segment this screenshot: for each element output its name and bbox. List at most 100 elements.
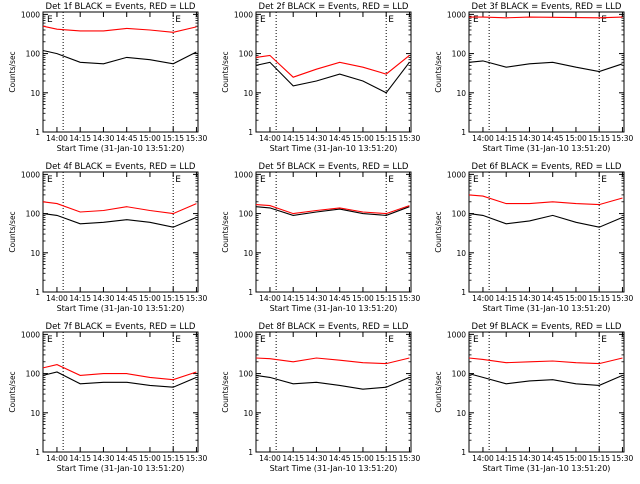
y-axis-label: Counts/sec <box>434 211 443 252</box>
marker-e-label: E <box>473 175 479 185</box>
events-series-line <box>42 213 197 228</box>
x-tick-label: 14:45 <box>116 454 138 463</box>
panel-title: Det 6f BLACK = Events, RED = LLD <box>472 162 622 172</box>
y-axis-label: Counts/sec <box>8 211 17 252</box>
y-tick-label: 1 <box>248 448 253 457</box>
x-tick-label: 14:45 <box>329 294 351 303</box>
lld-series-line <box>255 204 410 215</box>
marker-e-label: E <box>47 335 53 345</box>
x-axis-label: Start Time (31-Jan-10 13:51:20) <box>57 304 185 313</box>
x-tick-label: 15:15 <box>162 454 184 463</box>
y-tick-label: 100 <box>452 210 467 219</box>
y-tick-label: 1000 <box>234 10 253 19</box>
panel-title: Det 9f BLACK = Events, RED = LLD <box>472 322 622 332</box>
y-tick-label: 10 <box>30 89 40 98</box>
x-tick-label: 14:30 <box>519 294 541 303</box>
x-tick-label: 15:30 <box>186 454 208 463</box>
x-tick-label: 14:15 <box>282 454 304 463</box>
lld-series-line <box>469 16 623 19</box>
y-tick-label: 100 <box>26 210 41 219</box>
detector-panel-2: Det 2f BLACK = Events, RED = LLD 1 10 100 10… <box>221 2 420 153</box>
marker-e-label: E <box>388 335 394 345</box>
detector-panel-6: Det 6f BLACK = Events, RED = LLD 1 10 100 10… <box>434 162 633 313</box>
y-tick-label: 100 <box>452 50 467 59</box>
plot-frame <box>42 11 199 133</box>
x-tick-label: 15:15 <box>162 134 184 143</box>
detector-panel-8: Det 8f BLACK = Events, RED = LLD 1 10 100 10… <box>221 322 420 473</box>
x-tick-label: 15:30 <box>612 294 634 303</box>
x-axis-label: Start Time (31-Jan-10 13:51:20) <box>483 304 611 313</box>
x-tick-label: 14:00 <box>472 294 494 303</box>
plot-frame <box>255 11 412 133</box>
x-tick-label: 15:15 <box>162 294 184 303</box>
x-tick-label: 15:30 <box>186 294 208 303</box>
y-tick-label: 10 <box>30 409 40 418</box>
detector-panel-4: Det 4f BLACK = Events, RED = LLD 1 10 100 10… <box>8 162 207 313</box>
plot-frame <box>255 331 412 453</box>
events-series-line <box>468 60 623 73</box>
x-tick-label: 15:00 <box>139 134 161 143</box>
y-tick-label: 1 <box>35 288 40 297</box>
marker-e-label: E <box>388 15 394 25</box>
x-tick-label: 14:30 <box>306 294 328 303</box>
y-tick-label: 1000 <box>447 170 466 179</box>
lld-series-line <box>42 364 197 381</box>
x-tick-label: 14:45 <box>116 294 138 303</box>
y-tick-label: 1000 <box>21 170 40 179</box>
y-tick-label: 100 <box>26 370 41 379</box>
x-tick-label: 15:00 <box>352 294 374 303</box>
x-tick-label: 15:30 <box>399 134 421 143</box>
x-axis-label: Start Time (31-Jan-10 13:51:20) <box>270 464 398 473</box>
y-axis-label: Counts/sec <box>221 211 230 252</box>
y-axis-label: Counts/sec <box>221 51 230 92</box>
detector-panel-1: Det 1f BLACK = Events, RED = LLD 1 10 100 10… <box>8 2 207 153</box>
marker-e-label: E <box>175 15 181 25</box>
y-tick-label: 1 <box>35 448 40 457</box>
x-tick-label: 15:15 <box>588 454 610 463</box>
panel-title: Det 3f BLACK = Events, RED = LLD <box>472 2 622 12</box>
lld-series-line <box>42 25 197 33</box>
x-tick-label: 14:00 <box>259 134 281 143</box>
y-axis-label: Counts/sec <box>221 371 230 412</box>
y-tick-label: 1000 <box>21 330 40 339</box>
x-tick-label: 14:15 <box>495 134 517 143</box>
x-tick-label: 14:15 <box>495 294 517 303</box>
y-axis-label: Counts/sec <box>434 51 443 92</box>
detector-panel-5: Det 5f BLACK = Events, RED = LLD 1 10 100 10… <box>221 162 420 313</box>
y-tick-label: 1 <box>248 128 253 137</box>
y-tick-label: 10 <box>243 249 253 258</box>
y-tick-label: 1 <box>461 448 466 457</box>
x-tick-label: 14:15 <box>282 294 304 303</box>
events-series-line <box>468 373 623 386</box>
x-tick-label: 14:45 <box>542 294 564 303</box>
x-tick-label: 14:45 <box>542 134 564 143</box>
y-tick-label: 10 <box>243 409 253 418</box>
x-tick-label: 14:30 <box>93 134 115 143</box>
plot-frame <box>468 11 625 133</box>
x-tick-label: 15:30 <box>612 454 634 463</box>
events-series-line <box>255 61 410 94</box>
x-tick-label: 15:15 <box>375 454 397 463</box>
y-tick-label: 1000 <box>234 330 253 339</box>
x-tick-label: 14:15 <box>69 454 91 463</box>
events-series-line <box>42 371 197 388</box>
x-tick-label: 14:15 <box>282 134 304 143</box>
y-tick-label: 100 <box>452 370 467 379</box>
plot-frame <box>468 331 625 453</box>
y-tick-label: 100 <box>26 50 41 59</box>
x-tick-label: 14:00 <box>472 454 494 463</box>
marker-e-label: E <box>260 15 266 25</box>
events-series-line <box>255 206 410 216</box>
y-tick-label: 100 <box>239 370 254 379</box>
y-tick-label: 1 <box>461 128 466 137</box>
x-tick-label: 15:15 <box>588 294 610 303</box>
detector-panel-3: Det 3f BLACK = Events, RED = LLD 1 10 100 10… <box>434 2 633 153</box>
x-tick-label: 14:00 <box>259 294 281 303</box>
marker-e-label: E <box>175 335 181 345</box>
marker-e-label: E <box>175 175 181 185</box>
marker-e-label: E <box>601 175 607 185</box>
x-tick-label: 14:30 <box>93 454 115 463</box>
lld-series-line <box>255 357 410 365</box>
events-series-line <box>468 213 623 228</box>
panel-title: Det 1f BLACK = Events, RED = LLD <box>46 2 196 12</box>
